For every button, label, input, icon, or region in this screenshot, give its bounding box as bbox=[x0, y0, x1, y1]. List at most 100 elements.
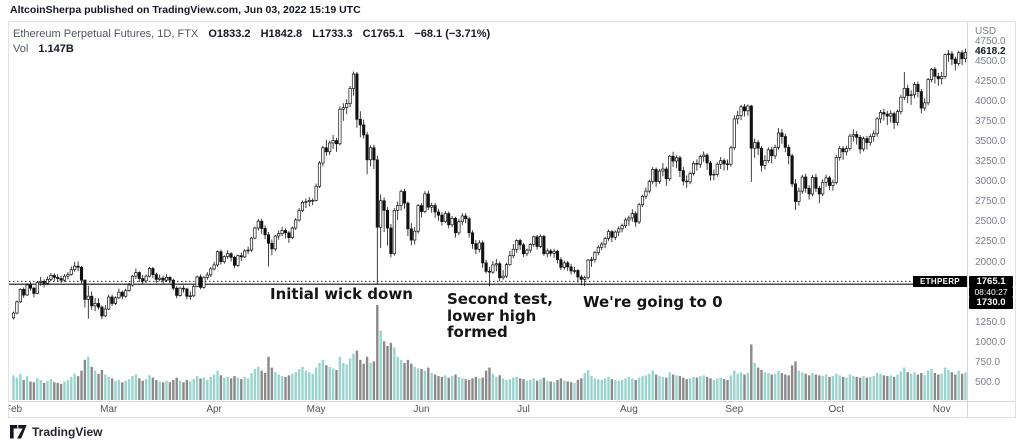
candle-body bbox=[504, 264, 509, 277]
price-pane[interactable] bbox=[9, 22, 967, 401]
candle-body bbox=[11, 312, 16, 319]
time-axis[interactable]: Feb Mar Apr May Jun Jul Aug Sep Oct Nov bbox=[9, 401, 967, 418]
candle-body bbox=[341, 107, 345, 110]
volume-bar bbox=[709, 378, 712, 400]
candle-body bbox=[372, 147, 376, 161]
volume-bar bbox=[63, 381, 66, 400]
attribution-text: AltcoinSherpa published on TradingView.c… bbox=[10, 4, 361, 16]
volume-bar bbox=[716, 378, 719, 400]
volume-bar bbox=[263, 372, 267, 400]
candle-body bbox=[508, 255, 512, 265]
volume-bar bbox=[338, 356, 342, 400]
volume-bar bbox=[318, 362, 321, 400]
candle-body bbox=[719, 160, 723, 165]
candle-body bbox=[637, 204, 641, 223]
candle-body bbox=[399, 191, 403, 206]
volume-bar bbox=[25, 376, 29, 400]
price-tick-label: 4500.0 bbox=[975, 55, 1006, 67]
volume-bar bbox=[512, 377, 515, 400]
volume-bar bbox=[522, 379, 525, 400]
volume-bar bbox=[814, 374, 818, 400]
candle-body bbox=[175, 287, 179, 296]
volume-bar bbox=[226, 376, 229, 400]
volume-bar bbox=[926, 370, 930, 400]
candle-body bbox=[127, 284, 131, 291]
candle-body bbox=[889, 113, 893, 117]
volume-bar bbox=[331, 368, 335, 400]
candle-body bbox=[899, 96, 903, 113]
candle-body bbox=[348, 88, 352, 105]
candle-body bbox=[783, 136, 787, 148]
volume-bar bbox=[56, 383, 59, 400]
volume-bar bbox=[127, 379, 131, 400]
candle-body bbox=[470, 232, 475, 245]
annotation-going-to-zero[interactable]: We're going to 0 bbox=[583, 293, 723, 311]
volume-bar bbox=[821, 376, 824, 400]
volume-bar bbox=[586, 369, 590, 400]
candle-body bbox=[861, 138, 866, 150]
volume-bar bbox=[270, 367, 274, 400]
candle-body bbox=[18, 289, 22, 303]
candle-body bbox=[865, 138, 869, 143]
volume-bar bbox=[610, 379, 614, 400]
volume-bar bbox=[440, 376, 444, 400]
volume-bar bbox=[304, 370, 308, 400]
candle-body bbox=[382, 200, 386, 211]
tradingview-logo-icon[interactable] bbox=[10, 425, 27, 439]
annotation-second-test[interactable]: Second test, lower high formed bbox=[447, 290, 553, 341]
candle-body bbox=[402, 191, 407, 204]
symbol-price-tag: ETHPERP bbox=[913, 275, 967, 287]
annotation-initial-wick-down[interactable]: Initial wick down bbox=[270, 285, 413, 303]
volume-bar bbox=[546, 380, 549, 400]
candle-body bbox=[440, 214, 444, 222]
candle-body bbox=[202, 277, 206, 288]
volume-bar bbox=[202, 377, 206, 400]
volume-bar bbox=[450, 376, 454, 400]
candle-body bbox=[868, 136, 872, 143]
candle-body bbox=[212, 264, 216, 270]
candle-body bbox=[392, 210, 396, 255]
volume-bar bbox=[104, 374, 107, 400]
candle-body bbox=[943, 54, 947, 77]
candle-body bbox=[742, 106, 747, 112]
volume-bar bbox=[328, 366, 331, 400]
candle-body bbox=[134, 272, 138, 277]
candle-body bbox=[450, 218, 454, 226]
volume-bar bbox=[658, 376, 661, 400]
volume-bar bbox=[899, 371, 903, 400]
volume-bar bbox=[549, 381, 552, 400]
candle-body bbox=[457, 221, 461, 234]
month-label-feb: Feb bbox=[9, 404, 23, 415]
candle-body bbox=[919, 91, 923, 109]
price-tick-label: 3250.0 bbox=[975, 156, 1006, 168]
volume-bar bbox=[903, 367, 906, 400]
candle-body bbox=[178, 287, 182, 296]
candle-body bbox=[96, 303, 101, 308]
candle-body bbox=[423, 193, 427, 212]
candle-body bbox=[708, 162, 713, 176]
volume-bar bbox=[702, 375, 705, 400]
volume-bar bbox=[597, 379, 600, 400]
volume-bar bbox=[233, 376, 236, 400]
candle-body bbox=[222, 256, 226, 263]
candle-body bbox=[657, 170, 662, 182]
volume-bar bbox=[641, 376, 644, 400]
volume-bar bbox=[824, 374, 828, 400]
candle-body bbox=[168, 277, 172, 281]
candle-body bbox=[929, 68, 934, 80]
volume-bar bbox=[260, 370, 263, 400]
candle-body bbox=[617, 228, 621, 233]
volume-bar bbox=[940, 373, 943, 400]
volume-bar bbox=[100, 369, 104, 400]
candle-body bbox=[453, 218, 458, 234]
volume-bar bbox=[831, 376, 835, 400]
tradingview-brand-text[interactable]: TradingView bbox=[32, 425, 103, 439]
candle-body bbox=[562, 262, 566, 268]
symbol-title[interactable]: Ethereum Perpetual Futures, 1D, FTX bbox=[13, 28, 199, 40]
candle-body bbox=[256, 220, 260, 229]
candle-body bbox=[181, 287, 186, 290]
candle-body bbox=[885, 113, 889, 117]
candle-body bbox=[304, 201, 308, 203]
volume-bar bbox=[474, 376, 478, 400]
price-axis[interactable]: USD 4618.2 1765.1 08:40:27 1730.0 4750.0… bbox=[967, 22, 1015, 417]
